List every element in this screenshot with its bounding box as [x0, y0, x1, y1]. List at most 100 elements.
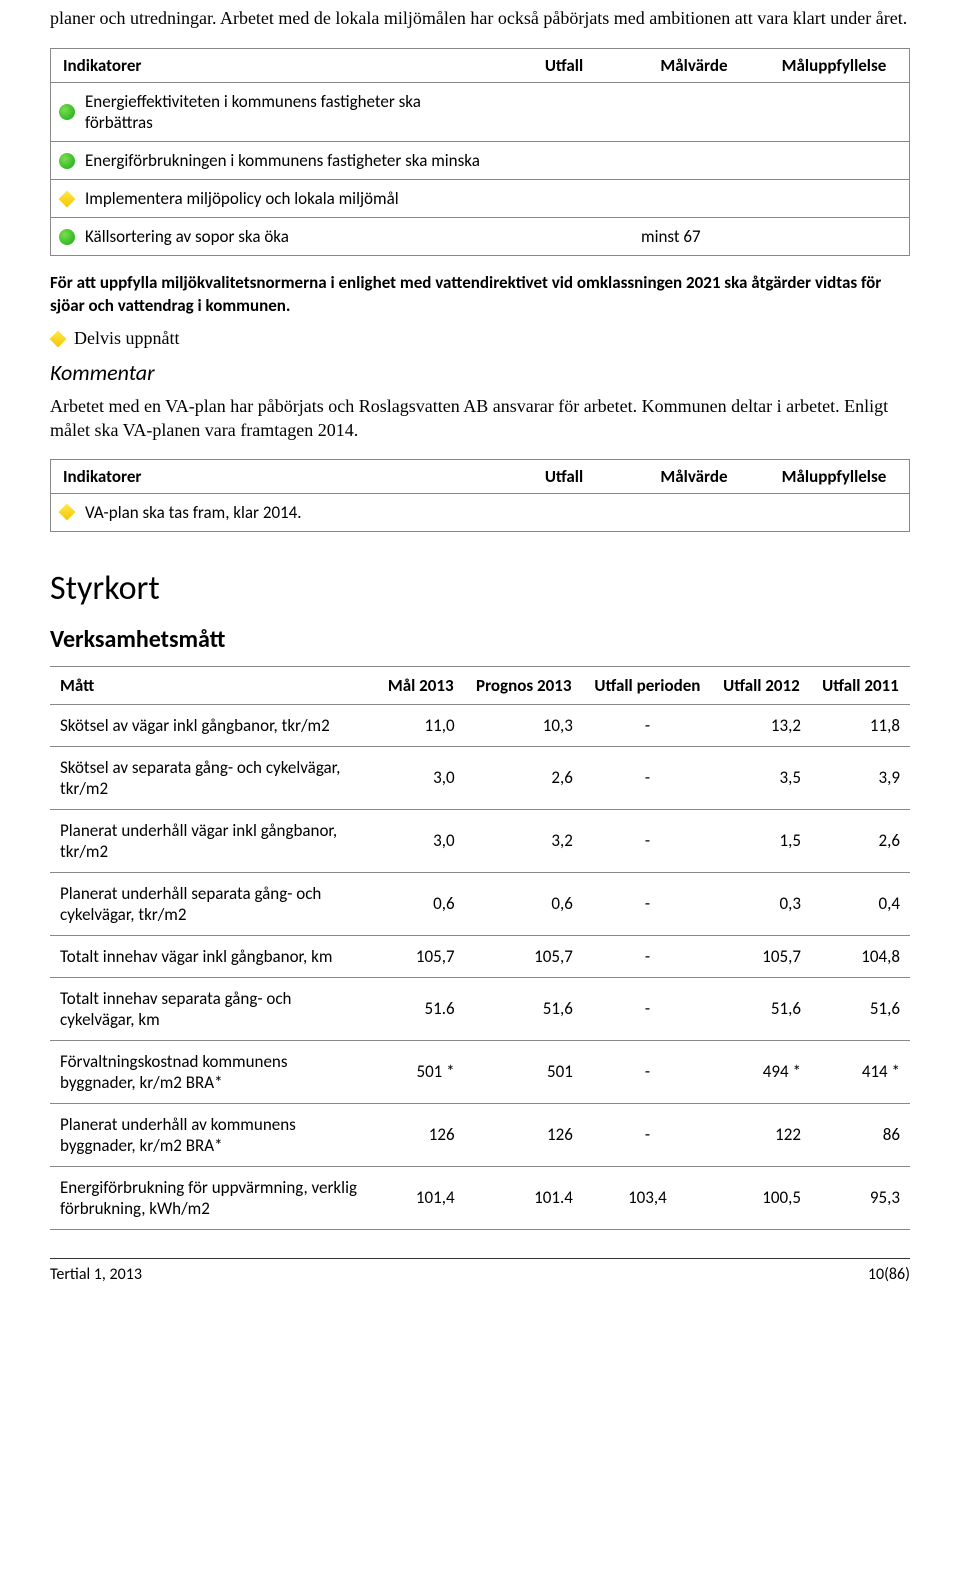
table-cell: 11,0	[377, 704, 465, 746]
bold-paragraph: För att uppfylla miljökvalitetsnormerna …	[50, 272, 910, 318]
verksamhetsmatt-heading: Verksamhetsmått	[50, 625, 910, 654]
table-cell: Skötsel av separata gång- och cykelvägar…	[50, 746, 377, 809]
indicators-table-1: Indikatorer Utfall Målvärde Måluppfyllel…	[50, 48, 910, 256]
table-cell: -	[583, 935, 712, 977]
table-cell: 414 *	[811, 1040, 910, 1103]
table-cell: -	[583, 1103, 712, 1166]
metrics-header-row: Mått Mål 2013 Prognos 2013 Utfall period…	[50, 666, 910, 704]
table-cell: 105,7	[712, 935, 811, 977]
status-yellow-icon	[59, 504, 76, 521]
intro-paragraph: planer och utredningar. Arbetet med de l…	[50, 6, 910, 30]
status-green-icon	[59, 153, 75, 169]
table-cell: Planerat underhåll separata gång- och cy…	[50, 872, 377, 935]
status-green-icon	[59, 229, 75, 245]
header-utfall: Utfall	[499, 49, 629, 82]
table-cell: Totalt innehav vägar inkl gångbanor, km	[50, 935, 377, 977]
table-cell: 51.6	[377, 977, 465, 1040]
table-cell: 101,4	[377, 1166, 465, 1229]
table-cell: 3,0	[377, 809, 465, 872]
table-cell: 100,5	[712, 1166, 811, 1229]
table-cell: 2,6	[811, 809, 910, 872]
status-green-icon	[59, 104, 75, 120]
table-row: VA-plan ska tas fram, klar 2014.	[51, 494, 909, 532]
table-cell: Skötsel av vägar inkl gångbanor, tkr/m2	[50, 704, 377, 746]
table-cell: 3,9	[811, 746, 910, 809]
table-row: Planerat underhåll separata gång- och cy…	[50, 872, 910, 935]
table-cell: 501 *	[377, 1040, 465, 1103]
table-cell: 3,5	[712, 746, 811, 809]
table-cell: -	[583, 809, 712, 872]
table-cell: 0,6	[465, 872, 583, 935]
table-cell: 13,2	[712, 704, 811, 746]
table-cell: Energiförbrukning för uppvärmning, verkl…	[50, 1166, 377, 1229]
indicator-text: Källsortering av sopor ska öka	[81, 218, 499, 255]
kommentar-heading: Kommentar	[50, 359, 910, 386]
table-cell: 105,7	[465, 935, 583, 977]
malvarde-value: minst 67	[629, 218, 759, 255]
header-utfall: Utfall	[499, 460, 629, 493]
table-cell: 86	[811, 1103, 910, 1166]
table-row: Energiförbrukning för uppvärmning, verkl…	[50, 1166, 910, 1229]
table-row: Källsortering av sopor ska öka minst 67	[51, 218, 909, 256]
table-cell: 101.4	[465, 1166, 583, 1229]
footer-left: Tertial 1, 2013	[50, 1265, 142, 1284]
table-cell: -	[583, 872, 712, 935]
table-cell: 95,3	[811, 1166, 910, 1229]
metrics-table: Mått Mål 2013 Prognos 2013 Utfall period…	[50, 666, 910, 1230]
table-cell: 126	[377, 1103, 465, 1166]
table-cell: 1,5	[712, 809, 811, 872]
indicator-text: Energieffektiviteten i kommunens fastigh…	[81, 83, 499, 141]
styrkort-heading: Styrkort	[50, 568, 910, 609]
table-row: Totalt innehav vägar inkl gångbanor, km 1…	[50, 935, 910, 977]
col-utfall2011: Utfall 2011	[811, 666, 910, 704]
table-cell: 3,0	[377, 746, 465, 809]
table-header: Indikatorer Utfall Målvärde Måluppfyllel…	[51, 459, 909, 494]
table-cell: -	[583, 704, 712, 746]
table-cell: -	[583, 746, 712, 809]
status-yellow-icon	[59, 190, 76, 207]
table-row: Implementera miljöpolicy och lokala milj…	[51, 180, 909, 218]
table-row: Skötsel av separata gång- och cykelvägar…	[50, 746, 910, 809]
col-matt: Mått	[50, 666, 377, 704]
indicator-text: Energiförbrukningen i kommunens fastighe…	[81, 142, 499, 179]
col-utfall-per: Utfall perioden	[583, 666, 712, 704]
col-mal2013: Mål 2013	[377, 666, 465, 704]
table-cell: 494 *	[712, 1040, 811, 1103]
table-cell: 2,6	[465, 746, 583, 809]
table-cell: 0,6	[377, 872, 465, 935]
table-row: Totalt innehav separata gång- och cykelv…	[50, 977, 910, 1040]
status-text: Delvis uppnått	[74, 328, 180, 349]
table-cell: Planerat underhåll av kommunens byggnade…	[50, 1103, 377, 1166]
page-footer: Tertial 1, 2013 10(86)	[50, 1258, 910, 1284]
table-cell: 51,6	[811, 977, 910, 1040]
table-cell: 0,4	[811, 872, 910, 935]
status-yellow-icon	[50, 330, 67, 347]
table-cell: Förvaltningskostnad kommunens byggnader,…	[50, 1040, 377, 1103]
indicator-text: Implementera miljöpolicy och lokala milj…	[81, 180, 499, 217]
col-prognos: Prognos 2013	[465, 666, 583, 704]
indicators-table-2: Indikatorer Utfall Målvärde Måluppfyllel…	[50, 459, 910, 532]
table-cell: 0,3	[712, 872, 811, 935]
col-utfall2012: Utfall 2012	[712, 666, 811, 704]
table-cell: 51,6	[712, 977, 811, 1040]
indicator-text: VA-plan ska tas fram, klar 2014.	[81, 494, 499, 531]
table-row: Planerat underhåll vägar inkl gångbanor,…	[50, 809, 910, 872]
table-cell: -	[583, 977, 712, 1040]
table-cell: 3,2	[465, 809, 583, 872]
table-row: Skötsel av vägar inkl gångbanor, tkr/m21…	[50, 704, 910, 746]
header-malvarde: Målvärde	[629, 49, 759, 82]
table-cell: -	[583, 1040, 712, 1103]
table-cell: 104,8	[811, 935, 910, 977]
table-cell: 122	[712, 1103, 811, 1166]
header-indikatorer: Indikatorer	[51, 49, 499, 82]
table-cell: 51,6	[465, 977, 583, 1040]
table-cell: Planerat underhåll vägar inkl gångbanor,…	[50, 809, 377, 872]
header-maluppfyllelse: Måluppfyllelse	[759, 49, 909, 82]
table-header: Indikatorer Utfall Målvärde Måluppfyllel…	[51, 48, 909, 83]
table-row: Energiförbrukningen i kommunens fastighe…	[51, 142, 909, 180]
table-cell: 11,8	[811, 704, 910, 746]
header-malvarde: Målvärde	[629, 460, 759, 493]
table-cell: 126	[465, 1103, 583, 1166]
table-row: Förvaltningskostnad kommunens byggnader,…	[50, 1040, 910, 1103]
header-indikatorer: Indikatorer	[51, 460, 499, 493]
